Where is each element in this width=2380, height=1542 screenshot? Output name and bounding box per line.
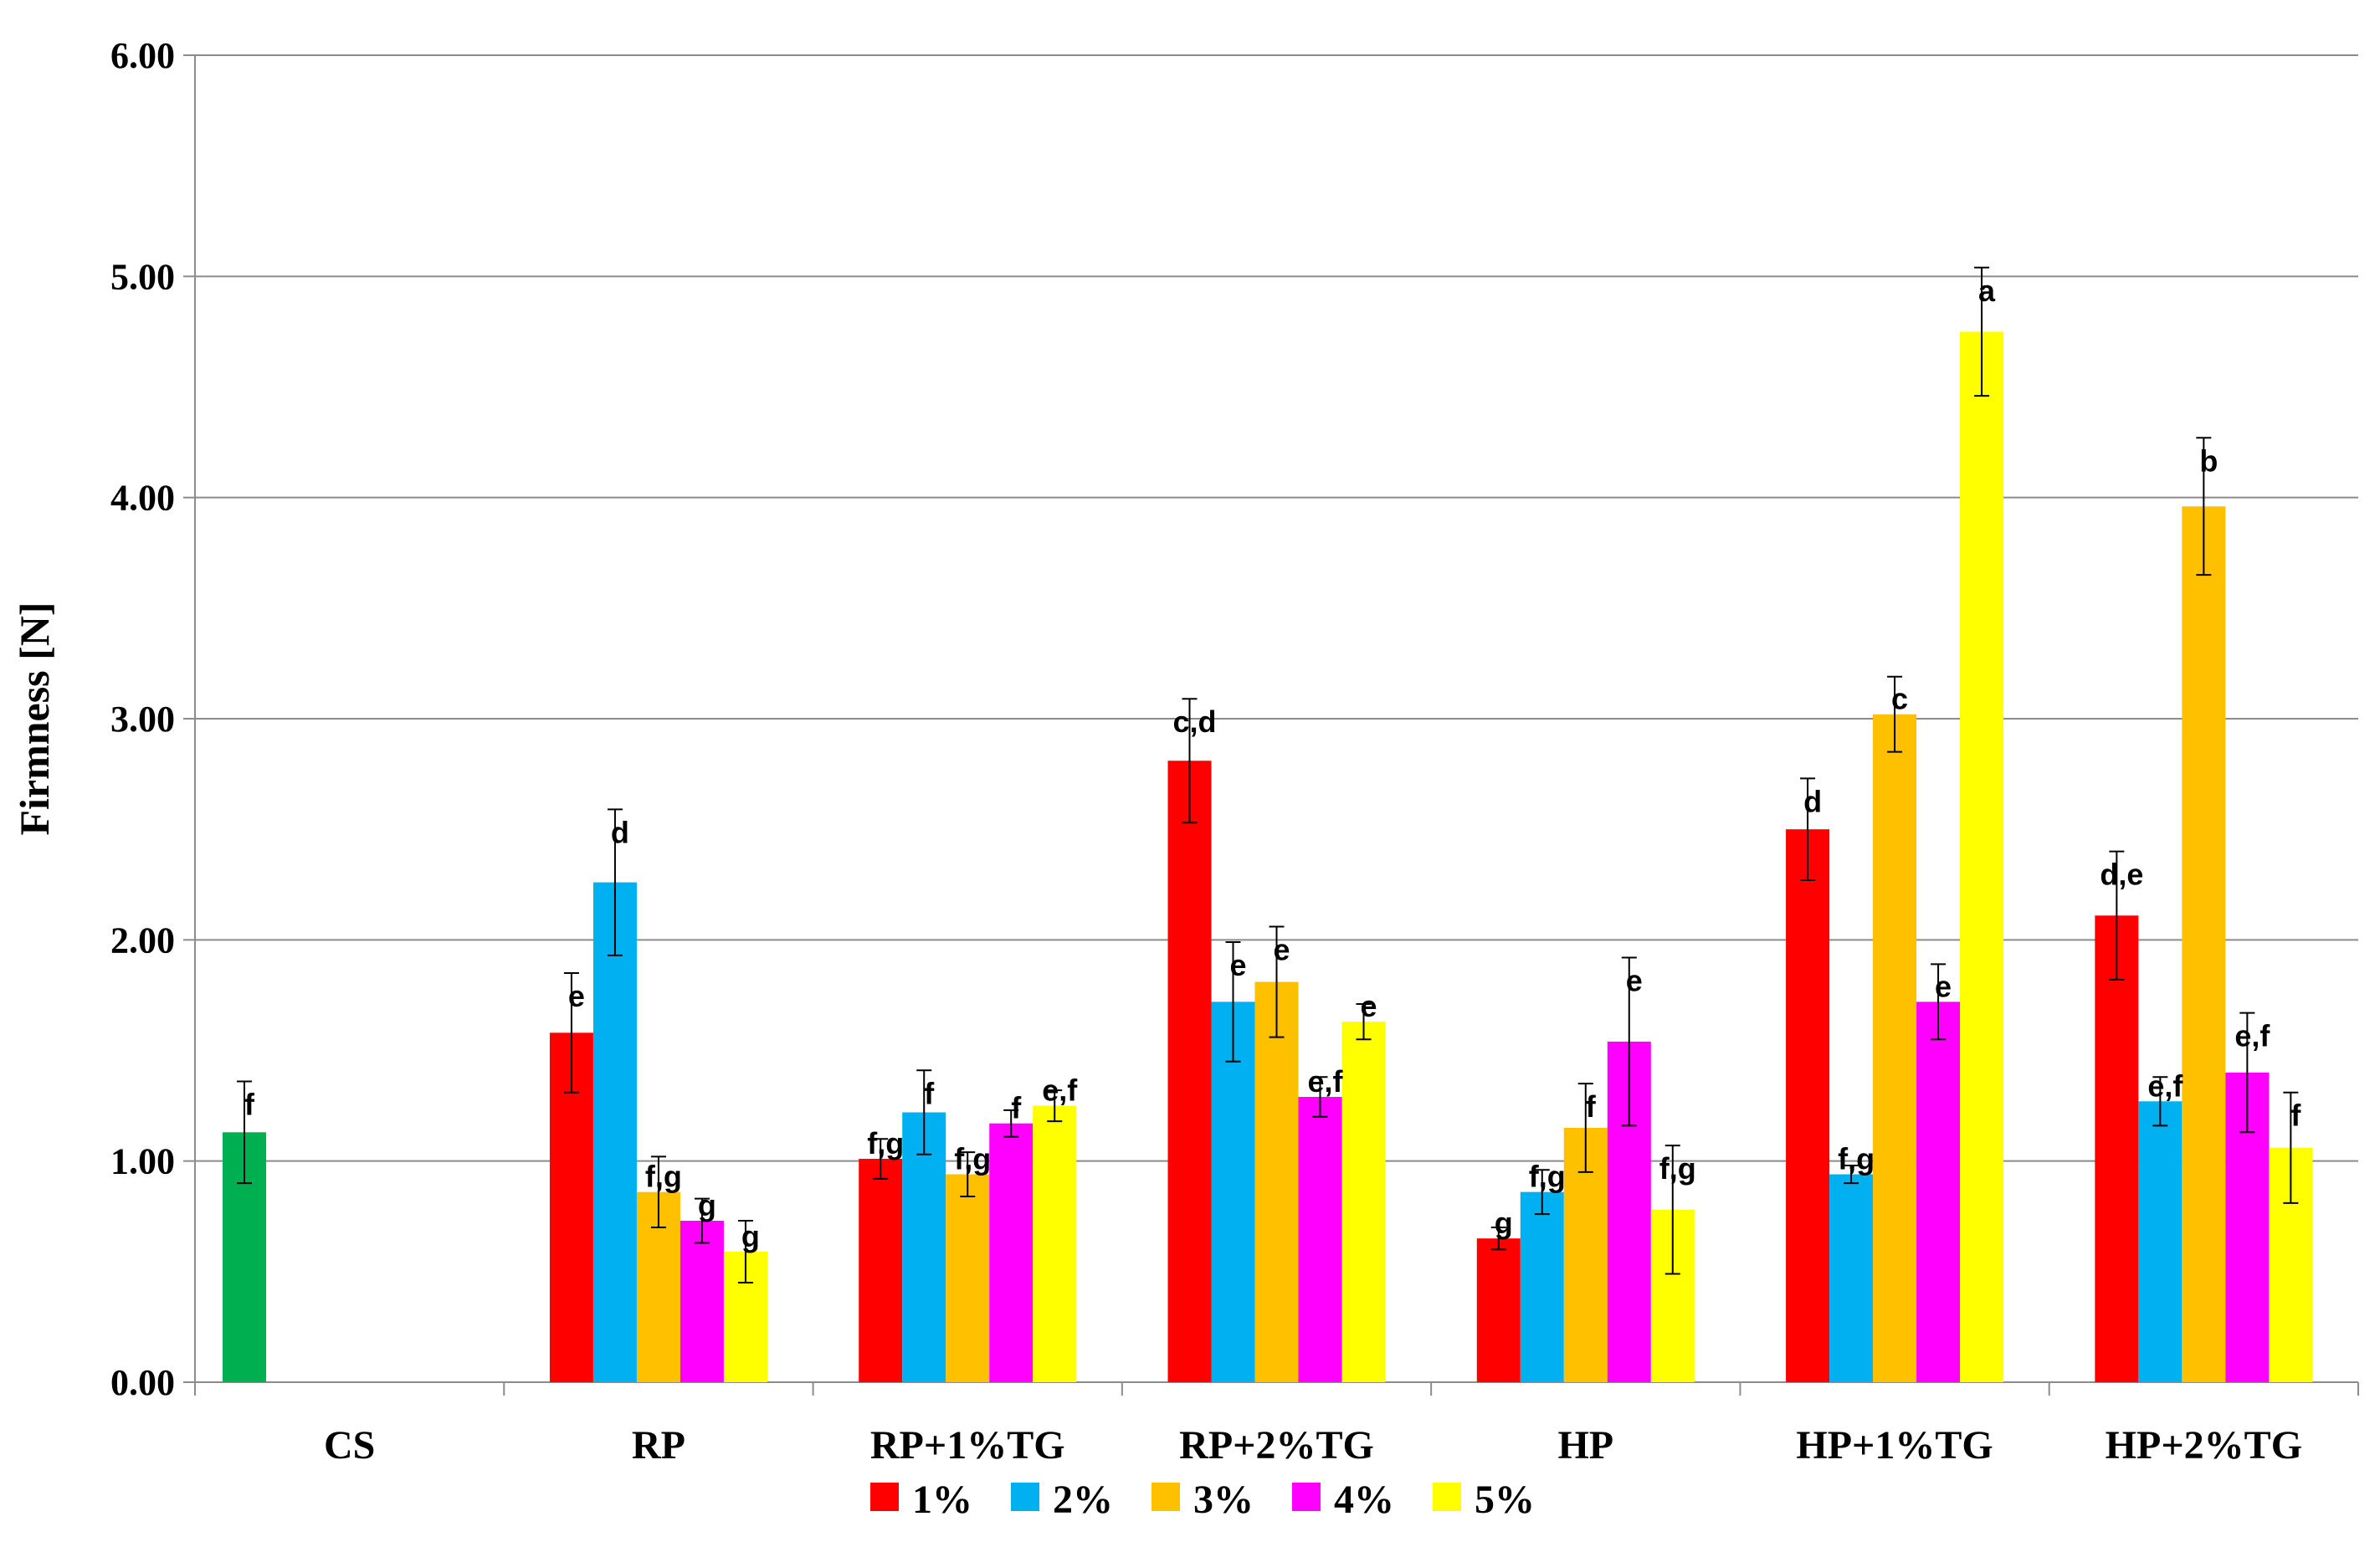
x-category-label: HP+2%TG xyxy=(2106,1423,2302,1468)
legend-label: 5% xyxy=(1475,1478,1535,1522)
significance-label: a xyxy=(1978,274,1996,308)
bar xyxy=(989,1123,1034,1382)
error-bars xyxy=(237,266,2299,1284)
x-category-label: CS xyxy=(324,1423,375,1468)
y-tick-label: 4.00 xyxy=(110,478,175,519)
significance-label: c xyxy=(1891,682,1908,716)
significance-label: f,g xyxy=(1838,1142,1875,1176)
y-tick-label: 2.00 xyxy=(110,920,175,961)
significance-label: f xyxy=(2290,1099,2301,1133)
bar xyxy=(946,1174,990,1382)
y-tick-label: 3.00 xyxy=(110,699,175,740)
bar xyxy=(1520,1191,1564,1382)
legend-swatch xyxy=(1152,1483,1180,1511)
significance-label: g xyxy=(698,1188,716,1222)
significance-label: f,g xyxy=(645,1160,682,1194)
significance-label: f xyxy=(1011,1091,1022,1125)
bar xyxy=(2182,506,2226,1382)
legend-swatch xyxy=(1011,1483,1039,1511)
significance-label: e xyxy=(1626,963,1643,997)
significance-label: e xyxy=(1935,969,1952,1003)
x-category-labels: CS RP RP+1%TG RP+2%TG HP HP+1%TG HP+2%TG xyxy=(324,1423,2302,1468)
significance-label: f xyxy=(924,1076,935,1110)
significance-label: f xyxy=(244,1088,255,1122)
x-category-label: HP+1%TG xyxy=(1796,1423,1993,1468)
significance-label: g xyxy=(741,1219,760,1253)
bar xyxy=(2138,1101,2183,1382)
y-tick-label: 5.00 xyxy=(110,256,175,297)
legend: 1% 2% 3% 4% 5% xyxy=(870,1478,1535,1522)
bar xyxy=(1167,761,1212,1382)
bar xyxy=(1341,1022,1386,1382)
bar xyxy=(1786,829,1830,1382)
legend-label: 3% xyxy=(1193,1478,1254,1522)
significance-label: d xyxy=(1803,784,1822,818)
significance-label: f,g xyxy=(1529,1160,1566,1194)
significance-label: f,g xyxy=(1659,1151,1696,1186)
bars xyxy=(223,331,2313,1383)
significance-label: e,f xyxy=(1042,1073,1078,1108)
y-tick-label: 1.00 xyxy=(110,1141,175,1182)
significance-label: d,e xyxy=(2100,858,2143,892)
legend-label: 1% xyxy=(912,1478,972,1522)
significance-label: d xyxy=(611,815,629,849)
bar xyxy=(1298,1097,1342,1382)
y-axis-title: Firmness [N] xyxy=(11,602,58,835)
legend-label: 2% xyxy=(1053,1478,1113,1522)
y-tick-label: 6.00 xyxy=(110,35,175,76)
bar xyxy=(680,1221,724,1382)
legend-label: 4% xyxy=(1334,1478,1394,1522)
bar xyxy=(859,1159,903,1382)
significance-label: g xyxy=(1495,1206,1513,1240)
significance-label: c,d xyxy=(1172,704,1216,739)
x-category-label: HP xyxy=(1557,1423,1613,1468)
legend-swatch xyxy=(1292,1483,1321,1511)
x-category-label: RP+2%TG xyxy=(1179,1423,1374,1468)
bar xyxy=(592,882,637,1382)
bar xyxy=(1033,1105,1077,1382)
bar xyxy=(902,1112,946,1382)
significance-label: f,g xyxy=(954,1142,991,1176)
significance-label: f,g xyxy=(867,1126,904,1160)
significance-label: e xyxy=(1360,989,1377,1023)
bar xyxy=(1916,1002,1961,1382)
bar xyxy=(1960,331,2004,1383)
y-tick-label: 0.00 xyxy=(110,1362,175,1403)
significance-label: b xyxy=(2199,443,2218,478)
significance-label: e,f xyxy=(1307,1064,1343,1099)
x-category-label: RP+1%TG xyxy=(870,1423,1065,1468)
y-tick-labels: 0.00 1.00 2.00 3.00 4.00 5.00 6.00 xyxy=(110,35,175,1403)
x-category-label: RP xyxy=(632,1423,685,1468)
bar xyxy=(2095,915,2139,1382)
significance-label: f xyxy=(1586,1089,1597,1124)
bar xyxy=(1873,714,1917,1382)
significance-label: e xyxy=(1229,948,1246,982)
significance-label: e,f xyxy=(2147,1068,2183,1103)
significance-labels: f e f,g c,d g d d,e d f e f,g f,g e,f f,g f,g e f c b g f e,f… xyxy=(244,274,2301,1253)
bar xyxy=(1476,1238,1521,1382)
significance-label: e xyxy=(568,979,585,1013)
legend-swatch xyxy=(870,1483,899,1511)
bar xyxy=(1254,981,1299,1382)
bar xyxy=(1211,1002,1255,1382)
bar xyxy=(1829,1174,1874,1382)
legend-swatch xyxy=(1433,1483,1461,1511)
significance-label: e xyxy=(1273,932,1290,966)
significance-label: e,f xyxy=(2234,1019,2270,1053)
